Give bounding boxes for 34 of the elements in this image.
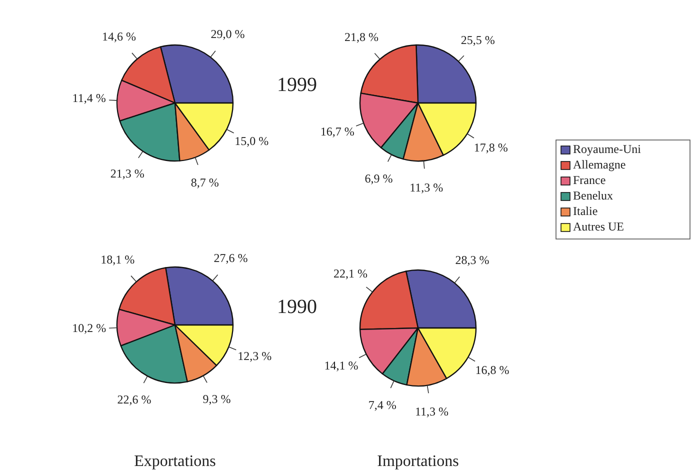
legend-label: Italie: [573, 204, 598, 218]
data-label: 18,1 %: [100, 252, 135, 267]
data-label: 7,4 %: [368, 398, 396, 412]
text: Importations: [377, 453, 459, 470]
legend-label: Autres UE: [573, 219, 624, 234]
data-label: 8,7 %: [190, 175, 219, 190]
data-label: 14,6 %: [102, 30, 136, 44]
data-label: 22,6 %: [117, 392, 152, 406]
legend-label: France: [573, 172, 606, 187]
data-label: 16,8 %: [475, 363, 510, 378]
legend-label: Benelux: [573, 188, 613, 202]
data-label: 6,9 %: [364, 171, 393, 186]
legend-label: Allemagne: [573, 157, 626, 172]
data-label: 10,2 %: [72, 320, 106, 335]
data-label: 28,3 %: [455, 252, 490, 267]
data-label: 29,0 %: [210, 26, 245, 41]
data-label: 11,3 %: [414, 404, 448, 419]
data-label: 17,8 %: [474, 140, 508, 154]
text: Exportations: [134, 453, 216, 470]
data-label: 27,6 %: [214, 251, 248, 266]
legend-label: Royaume-Uni: [573, 142, 642, 156]
data-label: 14,1 %: [324, 358, 358, 373]
data-label: 16,7 %: [320, 124, 354, 139]
data-label: 9,3 %: [202, 392, 231, 406]
data-label: 21,3 %: [110, 166, 144, 180]
data-label: 25,5 %: [460, 32, 495, 47]
data-label: 15,0 %: [234, 134, 269, 148]
data-label: 12,3 %: [238, 349, 272, 364]
data-label: 21,8 %: [344, 30, 379, 44]
data-label: 22,1 %: [334, 266, 368, 280]
text: 1990: [277, 296, 317, 318]
data-label: 11,3 %: [410, 180, 444, 194]
data-label: 11,4 %: [72, 90, 106, 105]
text: 1999: [277, 74, 317, 96]
